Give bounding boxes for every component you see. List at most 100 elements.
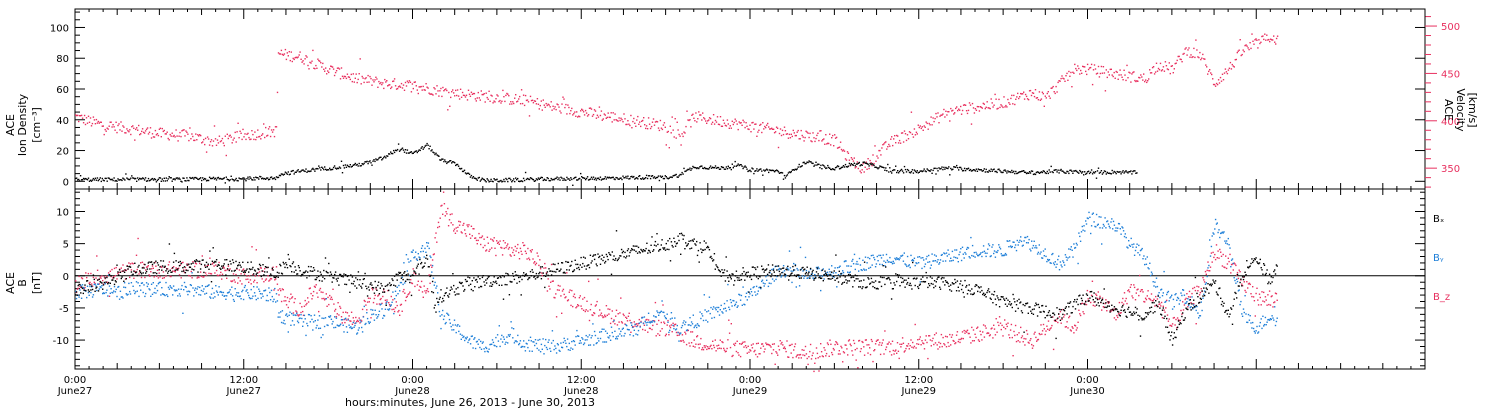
- density-point: [644, 177, 646, 180]
- by-point: [912, 259, 914, 261]
- by-point: [84, 289, 86, 292]
- bz-point: [990, 328, 992, 330]
- bz-point: [947, 341, 949, 344]
- density-point: [765, 169, 767, 171]
- by-point: [563, 337, 565, 340]
- bz-point: [318, 310, 320, 313]
- density-point: [221, 178, 224, 180]
- by-point: [501, 341, 504, 343]
- velocity-point: [719, 116, 722, 118]
- bz-point: [430, 264, 432, 266]
- density-point: [972, 169, 975, 171]
- density-point: [416, 151, 418, 154]
- density-point: [879, 165, 881, 167]
- bz-point: [1089, 291, 1091, 293]
- bz-point: [636, 324, 639, 327]
- bz-point: [617, 313, 619, 315]
- velocity-point: [225, 154, 227, 157]
- bz-point: [307, 297, 309, 299]
- by-point: [1018, 241, 1020, 243]
- by-point: [453, 319, 456, 321]
- bz-point: [385, 301, 387, 304]
- bz-point: [630, 331, 632, 333]
- bz-point: [97, 279, 100, 281]
- velocity-point: [860, 172, 862, 174]
- velocity-point: [1250, 47, 1252, 50]
- velocity-point: [1134, 79, 1136, 82]
- velocity-point: [1096, 72, 1099, 74]
- velocity-point: [150, 137, 153, 139]
- density-point: [215, 179, 218, 181]
- bz-point: [277, 289, 279, 291]
- bz-point: [1221, 265, 1224, 267]
- bz-point: [752, 343, 754, 345]
- by-point: [204, 293, 206, 295]
- velocity-point: [1229, 61, 1232, 64]
- velocity-point: [1271, 39, 1273, 41]
- bz-point: [401, 310, 403, 312]
- density-point: [861, 164, 863, 166]
- bz-point: [812, 352, 814, 354]
- by-point: [340, 319, 343, 321]
- by-point: [688, 324, 690, 326]
- density-point: [1100, 170, 1103, 172]
- bz-point: [739, 355, 742, 358]
- by-point: [547, 341, 549, 343]
- velocity-point: [169, 133, 171, 136]
- bz-point: [485, 250, 487, 252]
- velocity-point: [931, 124, 933, 126]
- bz-point: [558, 289, 560, 291]
- density-point: [689, 167, 691, 169]
- bz-point: [930, 345, 932, 347]
- velocity-point: [1213, 83, 1216, 86]
- density-point: [374, 160, 376, 163]
- by-point: [350, 327, 353, 330]
- by-point: [181, 284, 183, 287]
- by-point: [107, 295, 109, 297]
- density-point: [948, 166, 950, 168]
- velocity-point: [600, 110, 603, 112]
- bz-point: [242, 268, 245, 270]
- bz-point: [1139, 274, 1141, 277]
- by-point: [215, 285, 217, 287]
- velocity-point: [953, 113, 955, 115]
- b-tick-label: -10: [53, 336, 69, 347]
- bz-point: [582, 298, 584, 300]
- velocity-point: [508, 95, 510, 97]
- bz-point: [106, 275, 108, 278]
- density-point: [225, 176, 227, 178]
- velocity-point: [477, 91, 479, 94]
- velocity-point: [630, 114, 632, 117]
- bz-point: [1258, 293, 1261, 295]
- density-point: [641, 178, 643, 180]
- by-point: [717, 310, 719, 313]
- by-point: [583, 342, 586, 344]
- density-point: [975, 168, 978, 170]
- density-point: [424, 145, 426, 147]
- density-point: [985, 168, 987, 171]
- bz-point: [966, 329, 969, 331]
- by-point: [702, 319, 705, 322]
- bz-point: [320, 291, 322, 293]
- by-point: [345, 326, 348, 328]
- velocity-point: [148, 131, 151, 133]
- bz-point: [988, 335, 991, 337]
- by-point: [1020, 236, 1022, 238]
- by-point: [801, 275, 803, 277]
- bz-point: [842, 361, 844, 363]
- by-point: [161, 293, 164, 295]
- by-point: [380, 303, 382, 305]
- by-point: [559, 350, 561, 352]
- by-point: [341, 319, 343, 321]
- velocity-point: [1046, 92, 1048, 95]
- density-point: [905, 171, 908, 173]
- velocity-point: [623, 113, 625, 115]
- velocity-point: [585, 112, 588, 114]
- by-point: [815, 266, 818, 269]
- density-point: [1120, 173, 1122, 175]
- velocity-point: [298, 54, 300, 56]
- density-point: [176, 177, 178, 179]
- bz-point: [99, 276, 101, 278]
- density-point: [1103, 170, 1106, 172]
- density-point: [708, 168, 710, 170]
